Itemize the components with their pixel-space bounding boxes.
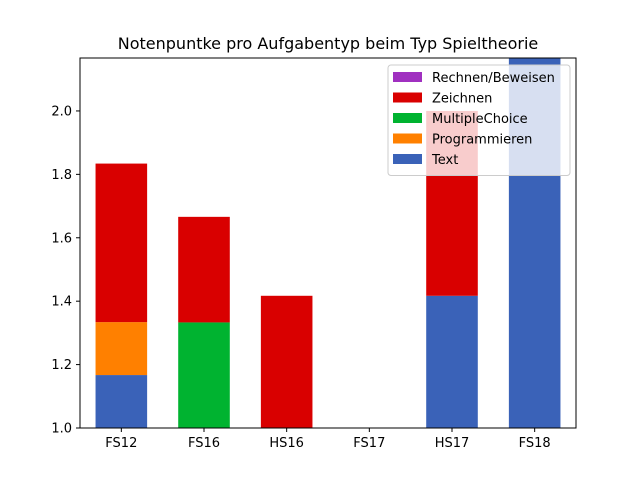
legend-swatch — [393, 113, 422, 123]
legend-box — [387, 64, 571, 176]
legend-label: Zeichnen — [432, 92, 492, 107]
legend-swatch — [393, 72, 422, 82]
legend-swatch — [393, 92, 422, 103]
legend: Rechnen/Beweisen Zeichnen MultipleChoice Pr… — [387, 64, 571, 176]
bar-HS17-0 — [426, 295, 478, 428]
legend-label: Programmieren — [432, 133, 532, 148]
y-tick-label: 1.6 — [51, 231, 72, 246]
bar-HS16-3 — [260, 295, 313, 428]
bar-FS12-1 — [95, 322, 148, 376]
x-tick-label: HS17 — [435, 436, 470, 451]
plot-frame — [79, 57, 577, 429]
x-tick-label: FS16 — [188, 436, 220, 451]
bar-FS12-3 — [95, 163, 148, 323]
y-tick-label: 1.0 — [51, 422, 72, 437]
x-tick-label: FS17 — [353, 436, 385, 451]
x-tick-label: HS16 — [269, 436, 304, 451]
y-axis: 1.0 1.2 1.4 1.6 1.8 2.0 — [51, 104, 80, 437]
legend-swatch — [393, 154, 422, 164]
legend-swatch — [393, 133, 422, 144]
x-tick-label: FS12 — [105, 436, 137, 451]
bar-FS16-3 — [178, 216, 230, 323]
y-tick-label: 1.4 — [51, 295, 72, 310]
bar-FS12-0 — [95, 375, 148, 428]
y-tick-label: 2.0 — [51, 104, 72, 119]
x-axis: FS12 FS16 HS16 FS17 HS17 FS18 — [105, 428, 551, 451]
legend-label: MultipleChoice — [432, 112, 528, 127]
y-tick-label: 1.8 — [51, 168, 72, 183]
legend-label: Text — [431, 153, 458, 168]
bar-FS16-2 — [178, 322, 230, 428]
y-tick-label: 1.2 — [51, 358, 72, 373]
legend-label: Rechnen/Beweisen — [432, 71, 555, 86]
x-tick-label: FS18 — [519, 436, 551, 451]
chart-title: Notenpuntke pro Aufgabentyp beim Typ Spi… — [118, 34, 538, 53]
